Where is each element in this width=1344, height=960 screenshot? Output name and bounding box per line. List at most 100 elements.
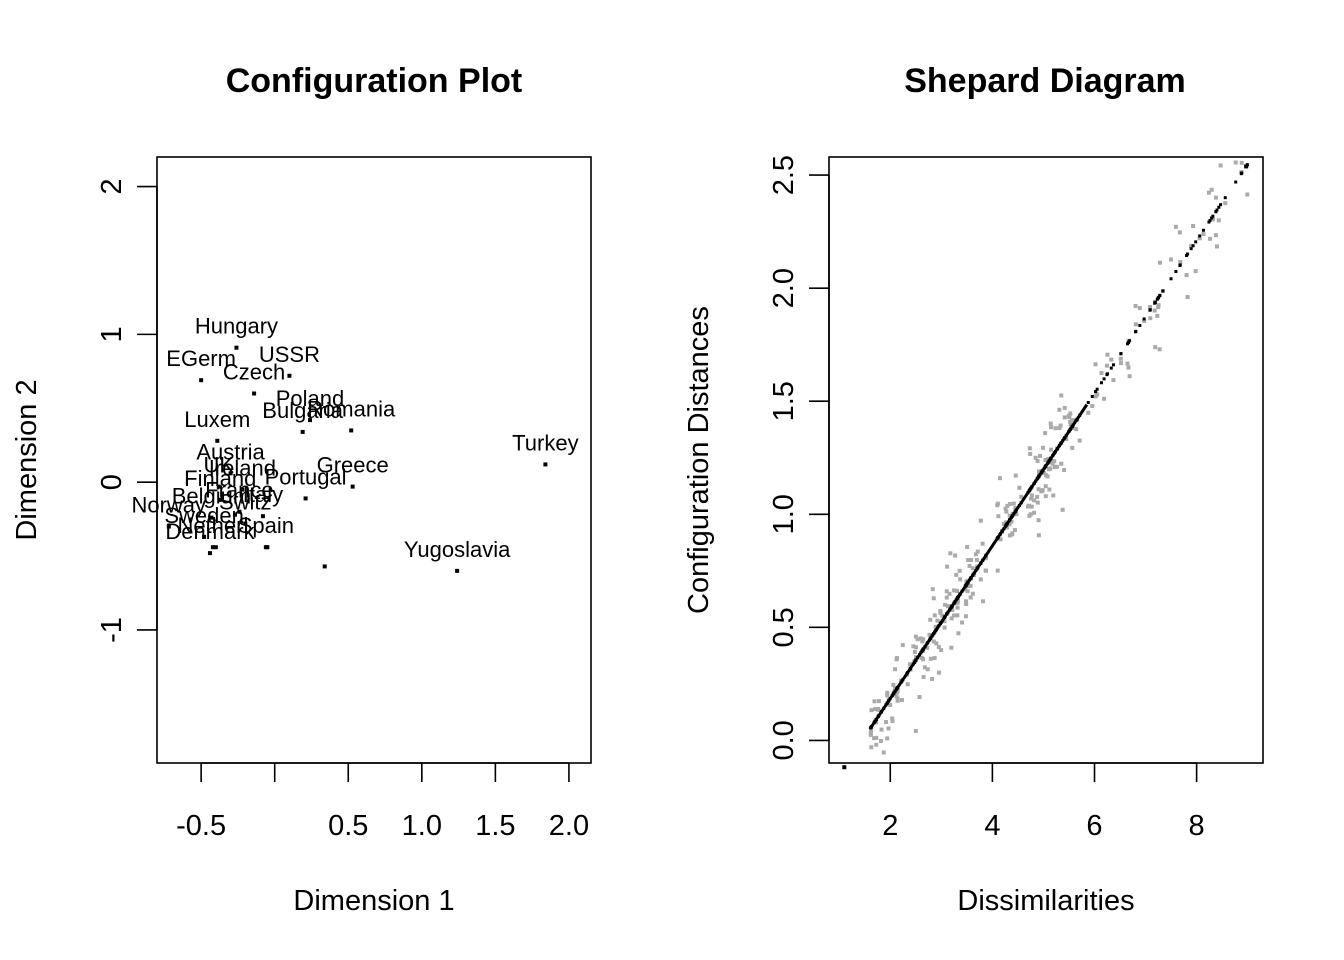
shepard-observed-point	[949, 645, 954, 650]
shepard-observed-point	[1213, 233, 1218, 238]
shepard-observed-point	[1003, 506, 1008, 511]
shepard-observed-point	[1197, 236, 1202, 241]
shepard-fitted-point	[1201, 228, 1205, 232]
shepard-observed-point	[920, 639, 925, 644]
shepard-observed-point	[1191, 224, 1196, 229]
shepard-observed-point	[869, 745, 874, 750]
shepard-observed-point	[1048, 466, 1053, 471]
shepard-observed-point	[888, 702, 893, 707]
shepard-fitted-point	[1095, 387, 1099, 391]
shepard-fitted-point	[1086, 400, 1090, 404]
shepard-observed-point	[935, 618, 940, 623]
shepard-observed-point	[925, 667, 930, 672]
shepard-observed-point	[939, 648, 944, 653]
shepard-fitted-point	[1240, 171, 1244, 175]
shepard-observed-point	[894, 656, 899, 661]
shepard-observed-point	[1029, 496, 1034, 501]
shepard-observed-point	[944, 595, 949, 600]
config-point-label: Netherl	[177, 513, 248, 538]
shepard-observed-point	[1043, 494, 1048, 499]
shepard-observed-point	[885, 736, 890, 741]
shepard-fitted-point	[1161, 289, 1165, 293]
shepard-observed-point	[1014, 512, 1019, 517]
shepard-fitted-point	[1099, 381, 1103, 385]
shepard-observed-point	[1099, 371, 1104, 376]
shepard-observed-point	[963, 587, 968, 592]
shepard-observed-point	[890, 719, 895, 724]
config-ylabel: Dimension 2	[11, 379, 43, 540]
config-point-label: France	[205, 478, 273, 503]
shepard-observed-point	[1157, 260, 1162, 265]
shepard-observed-point	[928, 617, 933, 622]
shepard-observed-point	[1201, 232, 1206, 237]
shepard-observed-point	[922, 665, 927, 670]
shepard-fitted-point	[1174, 269, 1178, 273]
config-point-label: Greece	[317, 453, 389, 478]
shepard-observed-point	[1233, 160, 1238, 165]
shepard-observed-point	[1111, 378, 1116, 383]
shepard-observed-point	[1173, 224, 1178, 229]
shepard-observed-point	[1155, 313, 1160, 318]
shepard-observed-point	[942, 619, 947, 624]
shepard-observed-point	[1208, 236, 1213, 241]
shepard-observed-point	[936, 644, 941, 649]
shepard-observed-point	[893, 667, 898, 672]
shepard-observed-point	[1028, 451, 1033, 456]
shepard-observed-point	[1045, 474, 1050, 479]
shepard-fitted-point	[1223, 196, 1227, 200]
shepard-observed-point	[1049, 425, 1054, 430]
shepard-observed-point	[932, 613, 937, 618]
config-point	[455, 568, 460, 573]
config-plot-title: Configuration Plot	[226, 62, 523, 100]
shepard-observed-point	[966, 558, 971, 563]
shepard-observed-point	[1185, 294, 1190, 299]
shepard-observed-point	[894, 694, 899, 699]
config-x-tick-label: -0.5	[176, 810, 226, 842]
shepard-fitted-point	[1211, 214, 1215, 218]
shepard-observed-point	[1007, 502, 1012, 507]
shepard-observed-point	[1054, 464, 1059, 469]
shepard-observed-point	[1013, 473, 1018, 478]
config-point-label: Spain	[238, 513, 294, 538]
config-point	[252, 391, 257, 396]
shepard-x-axis: 2 4 6 8	[882, 762, 1205, 842]
config-point	[166, 524, 171, 529]
shepard-observed-point	[869, 727, 874, 732]
configuration-plot-panel: Configuration Plot Dimension 1 Dimension…	[11, 62, 592, 917]
shepard-observed-point	[921, 675, 926, 680]
shepard-observed-point	[980, 541, 985, 546]
shepard-observed-point	[1239, 160, 1244, 165]
config-point-label: Switz	[219, 490, 272, 515]
shepard-observed-point	[1057, 426, 1062, 431]
shepard-observed-point	[953, 553, 958, 558]
config-point-label: Norway	[131, 493, 206, 518]
shepard-observed-point	[1057, 407, 1062, 412]
config-point-label: Romania	[307, 396, 396, 421]
shepard-observed-point	[1071, 418, 1076, 423]
shepard-diagram-panel: Shepard Diagram Dissimilarities Configur…	[683, 62, 1264, 917]
shepard-observed-point	[1029, 493, 1034, 498]
shepard-fitted-points	[842, 163, 1249, 770]
shepard-observed-point	[998, 537, 1003, 542]
shepard-observed-point	[1036, 533, 1041, 538]
shepard-fitted-point	[1094, 389, 1098, 393]
shepard-observed-point	[955, 599, 960, 604]
shepard-observed-point	[891, 682, 896, 687]
config-point	[213, 545, 218, 550]
config-point	[207, 551, 212, 556]
config-point-label: Hungary	[195, 314, 278, 339]
shepard-observed-point	[1067, 414, 1072, 419]
shepard-observed-point	[975, 549, 980, 554]
shepard-observed-point	[1036, 487, 1041, 492]
shepard-observed-point	[1037, 453, 1042, 458]
shepard-observed-point	[1147, 304, 1152, 309]
shepard-fitted-point	[1219, 203, 1223, 207]
shepard-observed-point	[960, 620, 965, 625]
shepard-observed-point	[1127, 374, 1132, 379]
shepard-observed-point	[1059, 461, 1064, 466]
shepard-observed-point	[955, 613, 960, 618]
shepard-observed-point	[1043, 431, 1048, 436]
shepard-observed-point	[996, 514, 1001, 519]
shepard-observed-point	[1047, 487, 1052, 492]
shepard-observed-point	[1007, 522, 1012, 527]
